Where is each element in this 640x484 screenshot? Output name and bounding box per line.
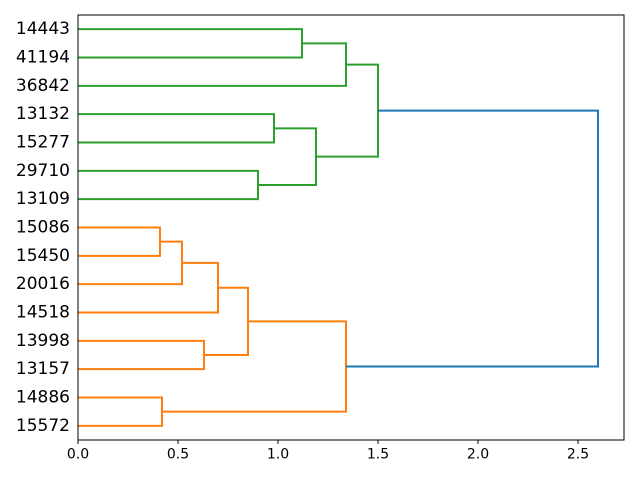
leaf-label: 20016 (16, 274, 70, 294)
leaf-label: 14443 (16, 19, 70, 39)
leaf-label: 13132 (16, 104, 70, 124)
dendrogram-link-blue (346, 109, 599, 368)
leaf-label: 14886 (16, 388, 70, 408)
leaf-label: 15450 (16, 246, 70, 266)
leaf-label: 29710 (16, 161, 70, 181)
leaf-label: 13109 (16, 189, 70, 209)
x-tick-label: 0.0 (67, 447, 89, 463)
leaf-label: 15086 (16, 218, 70, 238)
leaf-label: 41194 (16, 48, 70, 68)
leaf-label: 14518 (16, 303, 70, 323)
axes-spines (77, 14, 625, 441)
x-tick-label: 2.0 (467, 447, 489, 463)
leaf-label: 15277 (16, 133, 70, 153)
leaf-label: 15572 (16, 416, 70, 436)
x-tick-label: 2.5 (567, 447, 589, 463)
x-tick-label: 0.5 (167, 447, 189, 463)
x-tick-label: 1.0 (267, 447, 289, 463)
leaf-label: 36842 (16, 76, 70, 96)
x-tick-label: 1.5 (367, 447, 389, 463)
leaf-label: 13998 (16, 331, 70, 351)
leaf-label: 13157 (16, 359, 70, 379)
